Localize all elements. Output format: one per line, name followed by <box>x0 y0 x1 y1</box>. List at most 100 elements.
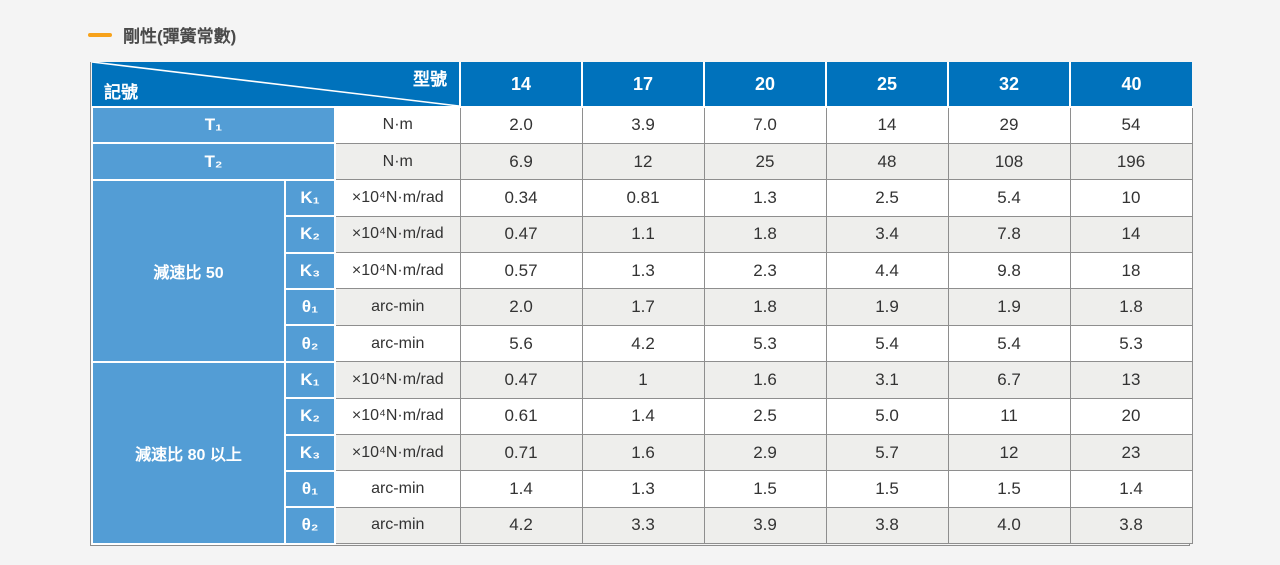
group-label: 減速比 80 以上 <box>91 360 286 545</box>
table-row: θ₂ arc-min 5.6 4.2 5.3 5.4 5.4 5.3 <box>92 324 1193 363</box>
table-row: θ₂ arc-min 4.2 3.3 3.9 3.8 4.0 3.8 <box>92 506 1193 545</box>
value-cell: 1.8 <box>703 215 827 254</box>
value-cell: 0.61 <box>459 397 583 436</box>
value-cell: 5.6 <box>459 324 583 363</box>
value-cell: 0.47 <box>459 361 583 399</box>
table-row: K₂ ×10⁴N·m/rad 0.61 1.4 2.5 5.0 11 20 <box>92 397 1193 436</box>
value-cell: 10 <box>1069 179 1193 217</box>
value-cell: 3.4 <box>825 215 949 254</box>
value-cell: 54 <box>1069 106 1193 144</box>
page-title: 剛性(彈簧常數) <box>123 27 237 46</box>
value-cell: 4.2 <box>459 506 583 545</box>
value-cell: 5.3 <box>1069 324 1193 363</box>
value-cell: 2.5 <box>825 179 949 217</box>
value-cell: 5.4 <box>947 179 1071 217</box>
table-header-row: 型號 記號 14 17 20 25 32 40 <box>92 62 1193 108</box>
model-header-14: 14 <box>459 62 584 108</box>
value-cell: 7.8 <box>947 215 1071 254</box>
value-cell: 1.3 <box>703 179 827 217</box>
value-cell: 1.5 <box>825 470 949 508</box>
value-cell: 6.7 <box>947 361 1071 399</box>
value-cell: 2.9 <box>703 434 827 472</box>
value-cell: 25 <box>703 142 827 181</box>
value-cell: 12 <box>947 434 1071 472</box>
table-row: θ₁ arc-min 2.0 1.7 1.8 1.9 1.9 1.8 <box>92 287 1193 327</box>
value-cell: 1.5 <box>947 470 1071 508</box>
row-symbol-label: θ₂ <box>284 506 336 545</box>
table-row: T₂ N·m 6.9 12 25 48 108 196 <box>91 142 1193 181</box>
row-symbol-label: K₃ <box>284 251 336 290</box>
value-cell: 5.4 <box>825 324 949 363</box>
value-cell: 12 <box>581 142 705 181</box>
value-cell: 0.47 <box>459 215 583 254</box>
corner-label-symbol: 記號 <box>104 83 138 102</box>
value-cell: 1.9 <box>947 288 1071 326</box>
model-header-20: 20 <box>703 62 828 108</box>
value-cell: 1 <box>581 361 705 399</box>
value-cell: 2.0 <box>459 106 583 144</box>
value-cell: 3.9 <box>703 506 827 545</box>
row-symbol-label: K₂ <box>284 397 336 436</box>
table-row: 減速比 80 以上 K₁ ×10⁴N·m/rad 0.47 1 1.6 3.1 6.7 13 <box>91 360 1193 545</box>
value-cell: 0.81 <box>581 179 705 217</box>
model-header-40: 40 <box>1069 62 1193 108</box>
value-cell: 0.71 <box>459 434 583 472</box>
value-cell: 4.0 <box>947 506 1071 545</box>
value-cell: 4.4 <box>825 252 949 290</box>
table-row: T₁ N·m 2.0 3.9 7.0 14 29 54 <box>91 105 1193 145</box>
value-cell: 1.9 <box>825 288 949 326</box>
table-row: 減速比 50 K₁ ×10⁴N·m/rad 0.34 0.81 1.3 2.5 5.4 10 <box>91 178 1193 363</box>
unit-cell: ×10⁴N·m/rad <box>334 215 461 254</box>
value-cell: 3.8 <box>1069 506 1193 545</box>
row-symbol-label: K₁ <box>284 360 336 400</box>
value-cell: 1.3 <box>581 470 705 508</box>
value-cell: 29 <box>947 106 1071 144</box>
value-cell: 2.5 <box>703 397 827 436</box>
model-header-25: 25 <box>825 62 950 108</box>
row-symbol-label: T₂ <box>91 142 336 181</box>
row-symbol-label: T₁ <box>91 105 336 145</box>
corner-label-model: 型號 <box>413 70 448 89</box>
value-cell: 11 <box>947 397 1071 436</box>
value-cell: 196 <box>1069 142 1193 181</box>
value-cell: 6.9 <box>459 142 583 181</box>
model-header-17: 17 <box>581 62 706 108</box>
value-cell: 3.1 <box>825 361 949 399</box>
unit-cell: N·m <box>334 106 461 144</box>
value-cell: 0.57 <box>459 252 583 290</box>
value-cell: 2.3 <box>703 252 827 290</box>
value-cell: 14 <box>1069 215 1193 254</box>
value-cell: 20 <box>1069 397 1193 436</box>
value-cell: 1.5 <box>703 470 827 508</box>
value-cell: 2.0 <box>459 288 583 326</box>
row-symbol-label: θ₁ <box>284 287 336 327</box>
unit-cell: ×10⁴N·m/rad <box>334 252 461 290</box>
value-cell: 1.8 <box>1069 288 1193 326</box>
group-label: 減速比 50 <box>91 178 286 363</box>
value-cell: 18 <box>1069 252 1193 290</box>
row-symbol-label: K₂ <box>284 215 336 254</box>
value-cell: 1.1 <box>581 215 705 254</box>
value-cell: 1.6 <box>581 434 705 472</box>
spec-table: 型號 記號 14 17 20 25 32 40 T₁ N·m 2.0 3.9 7.0 14… <box>90 62 1193 546</box>
unit-cell: N·m <box>334 142 461 181</box>
unit-cell: arc-min <box>334 470 461 508</box>
value-cell: 5.0 <box>825 397 949 436</box>
value-cell: 14 <box>825 106 949 144</box>
value-cell: 5.3 <box>703 324 827 363</box>
table-row: θ₁ arc-min 1.4 1.3 1.5 1.5 1.5 1.4 <box>92 469 1193 509</box>
value-cell: 13 <box>1069 361 1193 399</box>
value-cell: 5.7 <box>825 434 949 472</box>
value-cell: 1.7 <box>581 288 705 326</box>
diagonal-divider-icon <box>92 62 458 105</box>
row-symbol-label: θ₁ <box>284 469 336 509</box>
value-cell: 108 <box>947 142 1071 181</box>
value-cell: 3.9 <box>581 106 705 144</box>
value-cell: 9.8 <box>947 252 1071 290</box>
value-cell: 1.8 <box>703 288 827 326</box>
value-cell: 48 <box>825 142 949 181</box>
value-cell: 23 <box>1069 434 1193 472</box>
value-cell: 0.34 <box>459 179 583 217</box>
value-cell: 1.3 <box>581 252 705 290</box>
value-cell: 4.2 <box>581 324 705 363</box>
